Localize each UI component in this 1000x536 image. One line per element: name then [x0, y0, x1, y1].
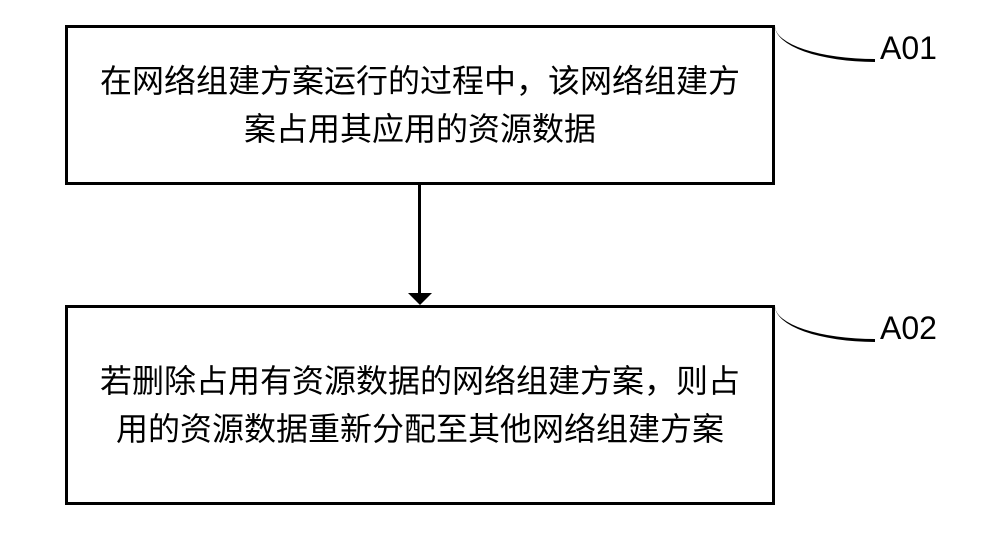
- node-text: 在网络组建方案运行的过程中，该网络组建方案占用其应用的资源数据: [98, 57, 742, 153]
- label-connector: [775, 306, 875, 342]
- flowchart-edge: [418, 185, 421, 293]
- node-text: 若删除占用有资源数据的网络组建方案，则占用的资源数据重新分配至其他网络组建方案: [98, 357, 742, 453]
- label-connector: [775, 26, 875, 62]
- flowchart-container: 在网络组建方案运行的过程中，该网络组建方案占用其应用的资源数据 A01 若删除占…: [0, 0, 1000, 536]
- node-label-a02: A02: [880, 310, 937, 347]
- node-label-a01: A01: [880, 30, 937, 67]
- arrow-down-icon: [408, 293, 432, 305]
- flowchart-node-a01: 在网络组建方案运行的过程中，该网络组建方案占用其应用的资源数据: [65, 25, 775, 185]
- flowchart-node-a02: 若删除占用有资源数据的网络组建方案，则占用的资源数据重新分配至其他网络组建方案: [65, 305, 775, 505]
